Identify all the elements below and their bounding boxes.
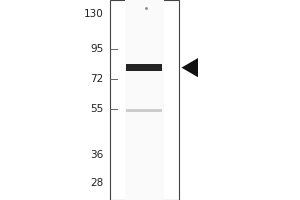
Bar xyxy=(124,0,164,200)
Bar xyxy=(126,64,162,71)
Polygon shape xyxy=(182,58,198,77)
Text: 36: 36 xyxy=(90,150,104,160)
Text: 28: 28 xyxy=(90,178,104,188)
Text: 72: 72 xyxy=(90,74,104,84)
Bar xyxy=(126,109,162,112)
Text: 55: 55 xyxy=(90,104,104,114)
Text: 95: 95 xyxy=(90,44,104,54)
Bar xyxy=(110,0,178,200)
Text: 130: 130 xyxy=(84,9,103,19)
